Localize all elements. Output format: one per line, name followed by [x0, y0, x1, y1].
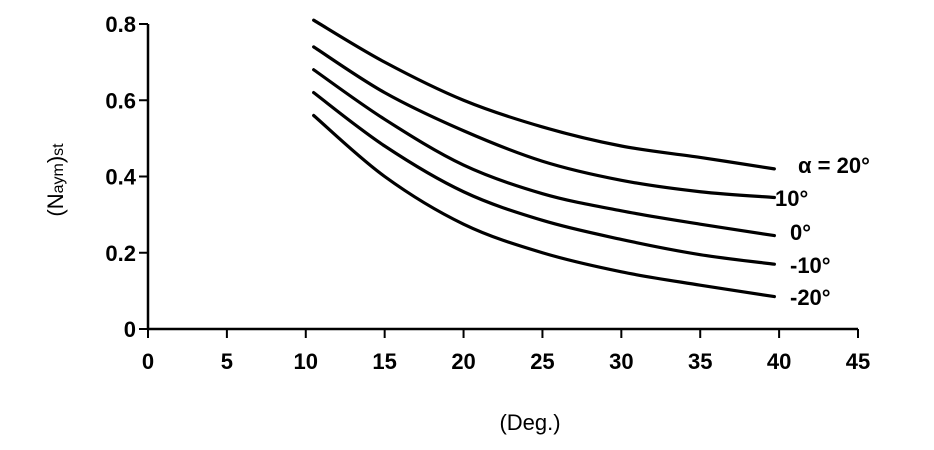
y-axis-title-sub2: st	[50, 143, 67, 156]
y-tick-label: 0.8	[105, 12, 136, 37]
series-label-3: -10°	[790, 253, 831, 278]
series-label-2: 0°	[790, 220, 811, 245]
series-label-0: α = 20°	[798, 153, 870, 178]
series-lines	[312, 18, 776, 299]
series-line-4	[312, 113, 776, 299]
y-tick-label: 0.2	[105, 241, 136, 266]
x-tick-label: 20	[451, 349, 475, 374]
x-tick-label: 10	[294, 349, 318, 374]
y-axis-title-close: )	[43, 156, 68, 163]
y-axis-title: (Naym)st	[43, 143, 68, 217]
x-tick-label: 25	[530, 349, 554, 374]
x-tick-label: 15	[372, 349, 396, 374]
series-labels: α = 20° 10° 0° -10° -20°	[775, 153, 870, 310]
series-line-0	[312, 18, 776, 171]
y-axis-title-main: (N	[43, 193, 68, 216]
x-tick-label: 30	[609, 349, 633, 374]
x-tick-label: 45	[846, 349, 870, 374]
series-line-2	[312, 68, 776, 238]
x-tick-label: 40	[767, 349, 791, 374]
series-label-4: -20°	[790, 285, 831, 310]
y-tick-labels: 0 0.2 0.4 0.6 0.8	[105, 12, 148, 342]
series-label-1: 10°	[775, 186, 808, 211]
x-tick-label: 35	[688, 349, 712, 374]
series-line-1	[312, 45, 776, 200]
y-tick-label: 0.6	[105, 88, 136, 113]
y-axis-title-sub1: aym	[50, 163, 67, 193]
x-tick-label: 0	[142, 349, 154, 374]
y-tick-label: 0.4	[105, 165, 136, 190]
axes	[146, 24, 858, 331]
series-line-3	[312, 91, 776, 266]
y-tick-label: 0	[124, 317, 136, 342]
x-tick-label: 5	[221, 349, 233, 374]
x-tick-labels: 0 5 10 15 20 25 30 35 40 45	[142, 329, 870, 374]
x-axis-title: (Deg.)	[499, 410, 560, 435]
